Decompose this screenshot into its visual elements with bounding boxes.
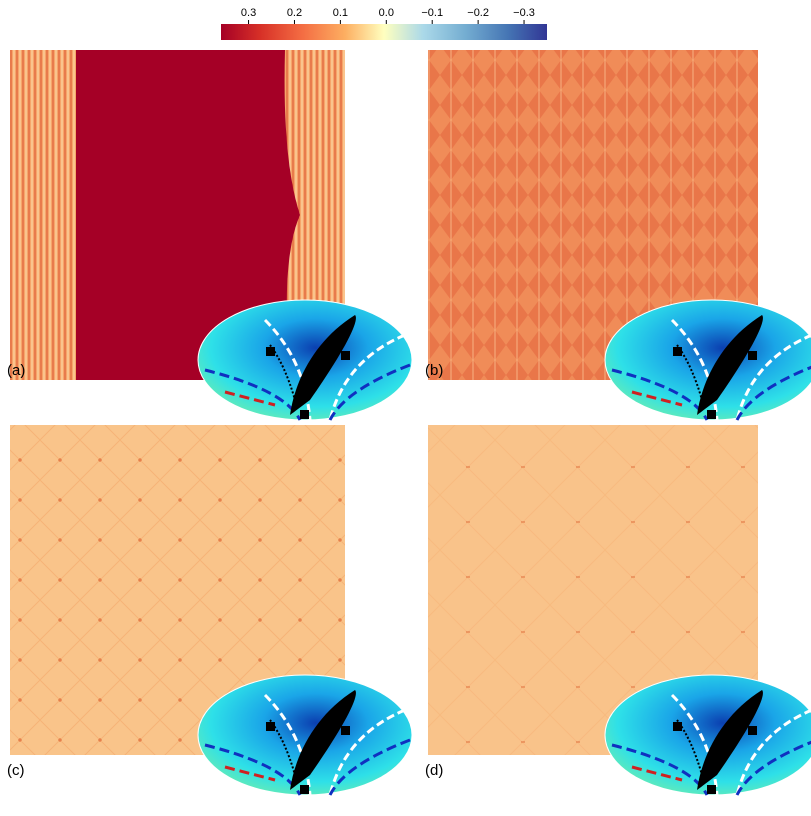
panel-label: (d): [425, 762, 443, 779]
panel: [428, 50, 811, 422]
panel: [10, 425, 414, 797]
panel-label: (a): [7, 362, 25, 379]
colorbar-tick-label: −0.1: [421, 7, 443, 19]
panel: [10, 50, 414, 422]
panel: [428, 425, 811, 797]
colorbar: [221, 24, 547, 40]
colorbar-tick-label: 0.0: [379, 7, 394, 19]
panel-label: (c): [7, 762, 25, 779]
colorbar-tick-label: −0.3: [513, 7, 535, 19]
colorbar-tick-label: 0.1: [333, 7, 348, 19]
colorbar-tick-label: −0.2: [467, 7, 489, 19]
colorbar-tick-label: 0.3: [241, 7, 256, 19]
colorbar-tick-label: 0.2: [287, 7, 302, 19]
panel-label: (b): [425, 362, 443, 379]
